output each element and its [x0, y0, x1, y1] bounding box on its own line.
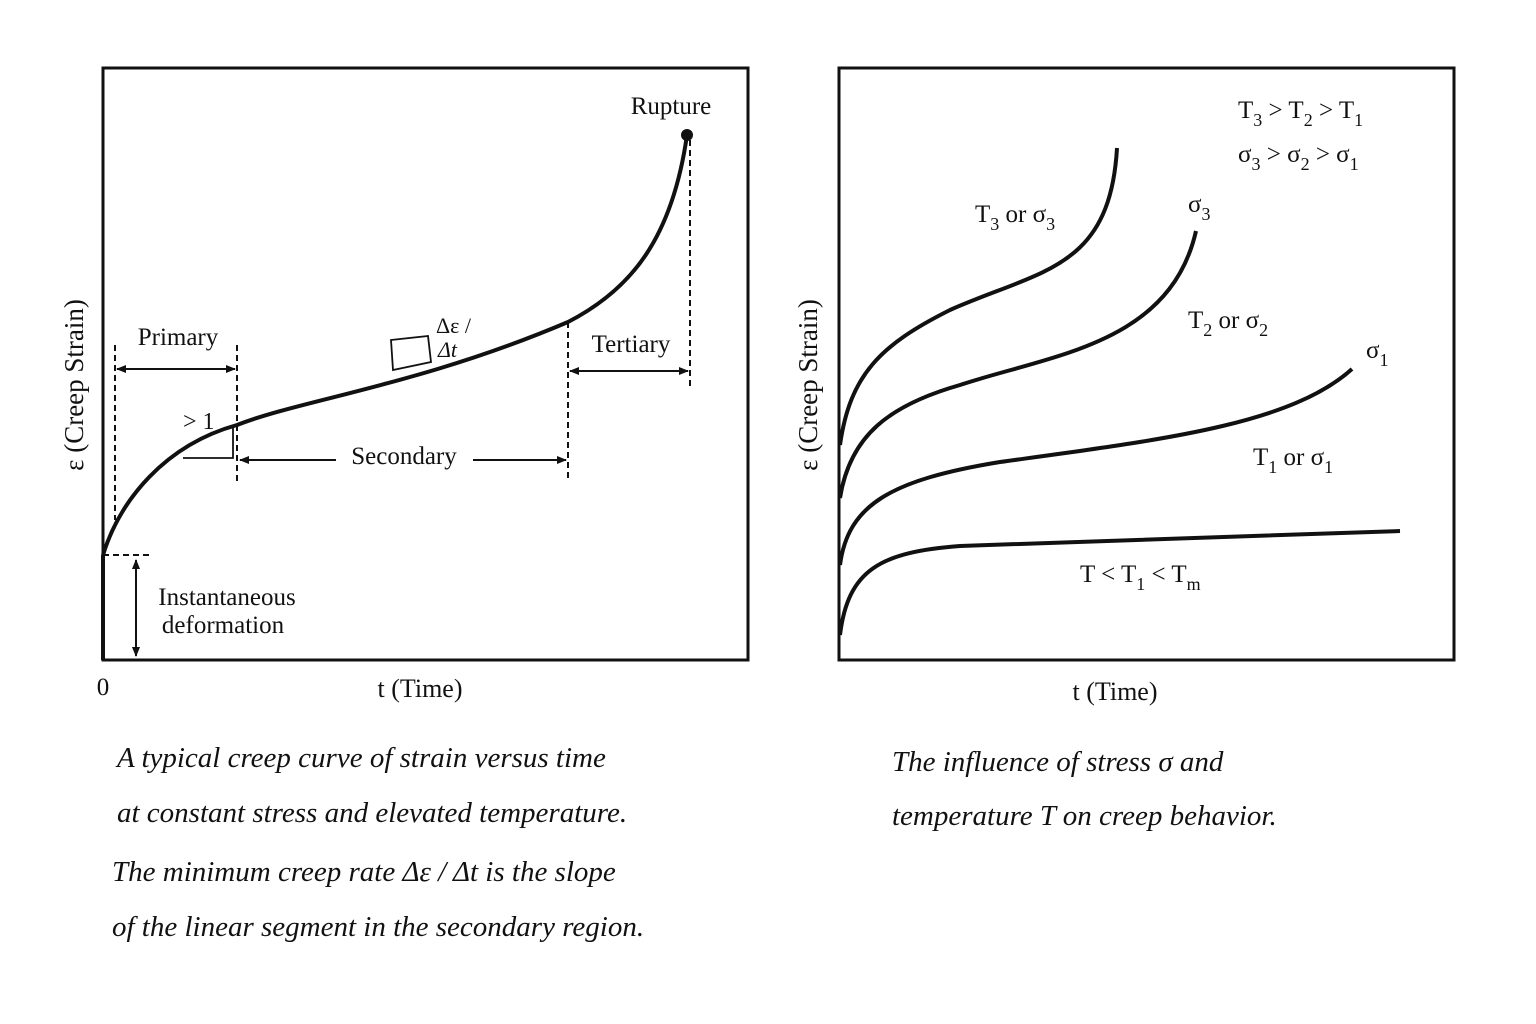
rupture-point	[681, 129, 693, 141]
primary-slope-triangle	[183, 428, 234, 459]
right-caption-line1: The influence of stress σ and	[892, 746, 1224, 778]
left-caption-line4: of the linear segment in the secondary r…	[112, 911, 645, 943]
origin-label: 0	[97, 674, 110, 701]
curve-t-low	[838, 529, 1401, 636]
temperature-order-legend: T3 > T2 > T1	[1238, 97, 1363, 130]
curve-t1-sigma1	[838, 367, 1354, 566]
curve-t2-end-label: σ3	[1188, 191, 1210, 224]
secondary-slope-box	[390, 335, 432, 372]
left-caption-line2: at constant stress and elevated temperat…	[117, 797, 628, 829]
left-plot-frame	[101, 66, 750, 662]
creep-curve	[101, 134, 689, 556]
primary-slope-label: > 1	[183, 409, 215, 435]
curve-t2-sigma2-label: T2 or σ2	[1188, 307, 1268, 340]
curve-t3-sigma3-label: T3 or σ3	[975, 201, 1055, 234]
curve-t2-sigma2	[838, 230, 1198, 499]
left-x-axis-label: t (Time)	[378, 674, 463, 703]
curve-t1-end-label: σ1	[1366, 337, 1388, 370]
right-creep-influence-diagram: T3 > T2 > T1 σ3 > σ2 > σ1 T3 or σ3 σ3 T2…	[793, 66, 1456, 706]
instantaneous-label-line2: deformation	[162, 612, 285, 639]
slope-label-bottom: Δt	[437, 337, 458, 362]
right-caption-line2: temperature T on creep behavior.	[892, 800, 1277, 832]
secondary-label: Secondary	[351, 443, 457, 470]
right-x-axis-label: t (Time)	[1073, 677, 1158, 706]
primary-label: Primary	[138, 324, 219, 351]
slope-label-top: Δε /	[436, 313, 472, 338]
stress-order-legend: σ3 > σ2 > σ1	[1238, 141, 1359, 174]
rupture-label: Rupture	[631, 93, 712, 120]
tertiary-label: Tertiary	[592, 331, 671, 358]
curve-t1-sigma1-label: T1 or σ1	[1253, 444, 1333, 477]
curve-t-low-label: T < T1 < Tm	[1080, 561, 1201, 594]
curve-t3-sigma3	[838, 147, 1119, 446]
right-plot-frame	[837, 66, 1456, 662]
left-caption-line3: The minimum creep rate Δε / Δt is the sl…	[112, 856, 616, 888]
left-caption-line1: A typical creep curve of strain versus t…	[117, 742, 606, 774]
left-creep-curve-diagram: Rupture Primary Secondary Tertiary Δε / …	[59, 66, 750, 703]
right-y-axis-label: ε (Creep Strain)	[793, 299, 823, 471]
left-y-axis-label: ε (Creep Strain)	[59, 299, 89, 471]
instantaneous-label-line1: Instantaneous	[158, 584, 295, 611]
